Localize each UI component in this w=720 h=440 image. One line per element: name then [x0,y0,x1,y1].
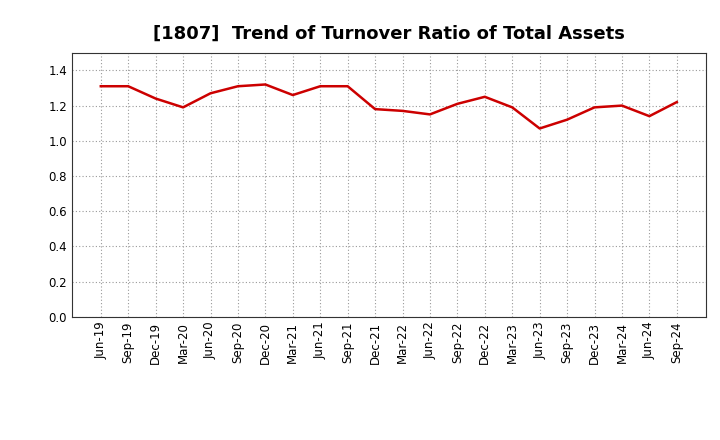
Title: [1807]  Trend of Turnover Ratio of Total Assets: [1807] Trend of Turnover Ratio of Total … [153,25,625,43]
